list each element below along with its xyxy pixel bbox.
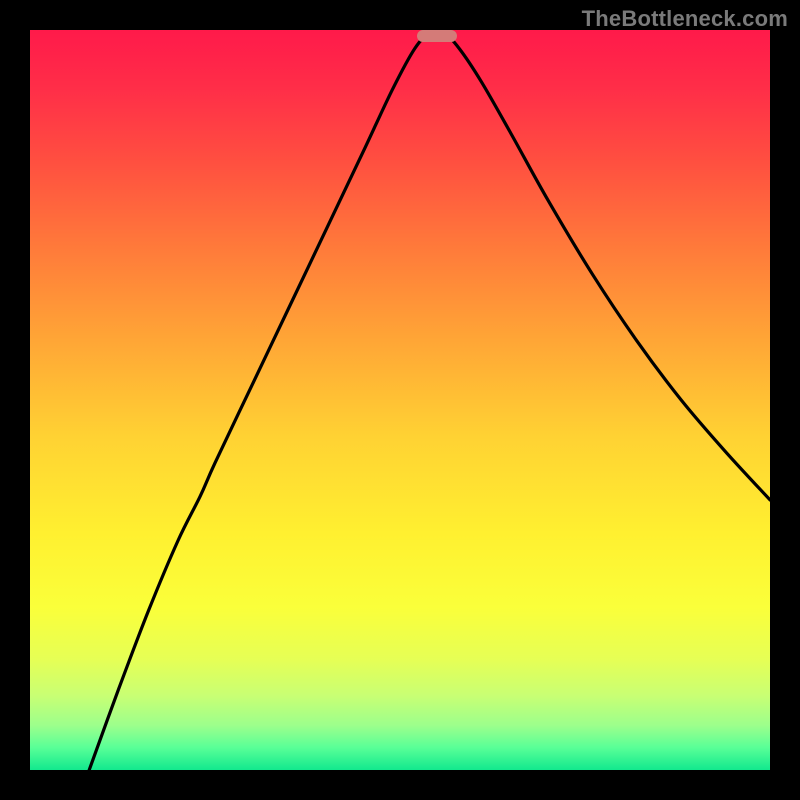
chart-container: TheBottleneck.com [0,0,800,800]
watermark-label: TheBottleneck.com [582,6,788,32]
optimal-point-marker [417,30,458,43]
bottleneck-curve [30,30,770,770]
plot-area [30,30,770,770]
